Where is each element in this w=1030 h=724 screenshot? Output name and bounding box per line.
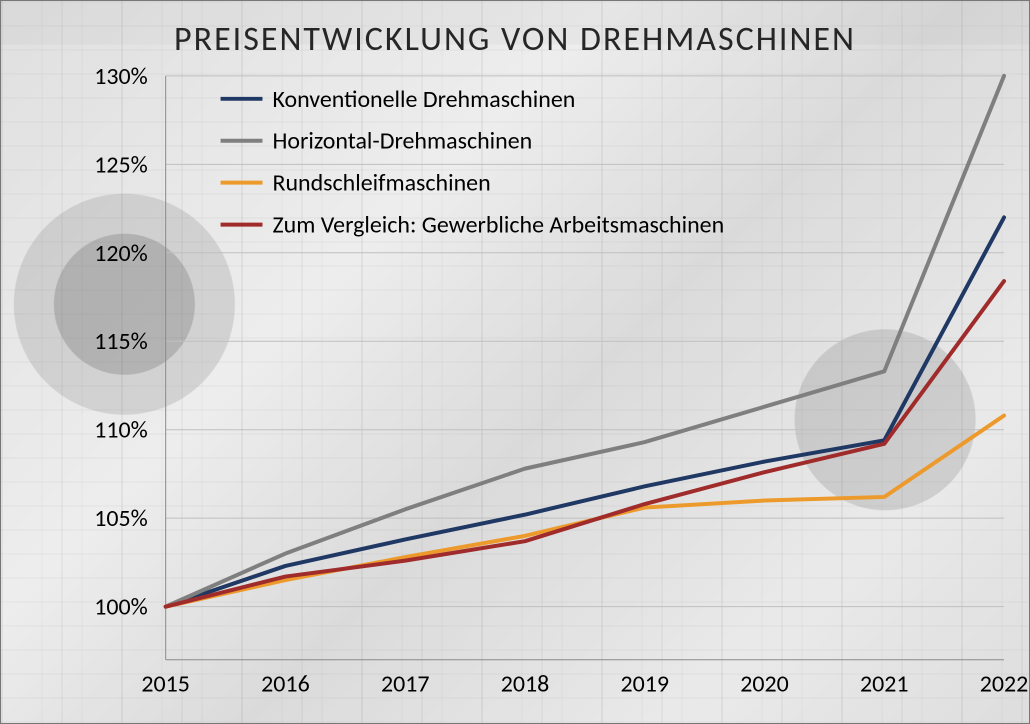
y-tick-label: 100%: [94, 593, 148, 622]
x-tick-label: 2018: [501, 670, 550, 699]
legend-label: Konventionelle Drehmaschinen: [272, 85, 575, 114]
y-tick-label: 130%: [94, 62, 148, 91]
legend-label: Horizontal-Drehmaschinen: [272, 127, 532, 156]
x-tick-label: 2022: [980, 670, 1029, 699]
x-tick-label: 2016: [261, 670, 310, 699]
series-line: [166, 281, 1004, 607]
y-tick-label: 115%: [94, 327, 148, 356]
series-line: [166, 217, 1004, 606]
legend-label: Zum Vergleich: Gewerbliche Arbeitsmaschi…: [272, 211, 724, 240]
gridlines: [166, 76, 1004, 660]
x-tick-label: 2019: [620, 670, 669, 699]
y-tick-label: 110%: [94, 416, 148, 445]
x-tick-label: 2015: [141, 670, 190, 699]
legend-label: Rundschleifmaschinen: [272, 169, 490, 198]
y-tick-label: 120%: [94, 239, 148, 268]
x-tick-label: 2021: [860, 670, 909, 699]
x-axis-ticks: 2015 2016 2017 2018 2019 2020 2021 2022: [141, 670, 1028, 699]
y-tick-label: 125%: [94, 150, 148, 179]
x-tick-label: 2017: [381, 670, 430, 699]
y-tick-label: 105%: [94, 504, 148, 533]
chart-frame: PREISENTWICKLUNG VON DREHMASCHINEN 100%1…: [0, 0, 1030, 724]
x-tick-label: 2020: [740, 670, 789, 699]
y-axis-ticks: 100% 105% 110% 115% 120% 125% 130%: [94, 62, 148, 622]
line-chart: 100%105%110%115%120%125%130% 20152016201…: [1, 1, 1029, 724]
legend: Konventionelle Drehmaschinen Horizontal-D…: [221, 85, 725, 240]
